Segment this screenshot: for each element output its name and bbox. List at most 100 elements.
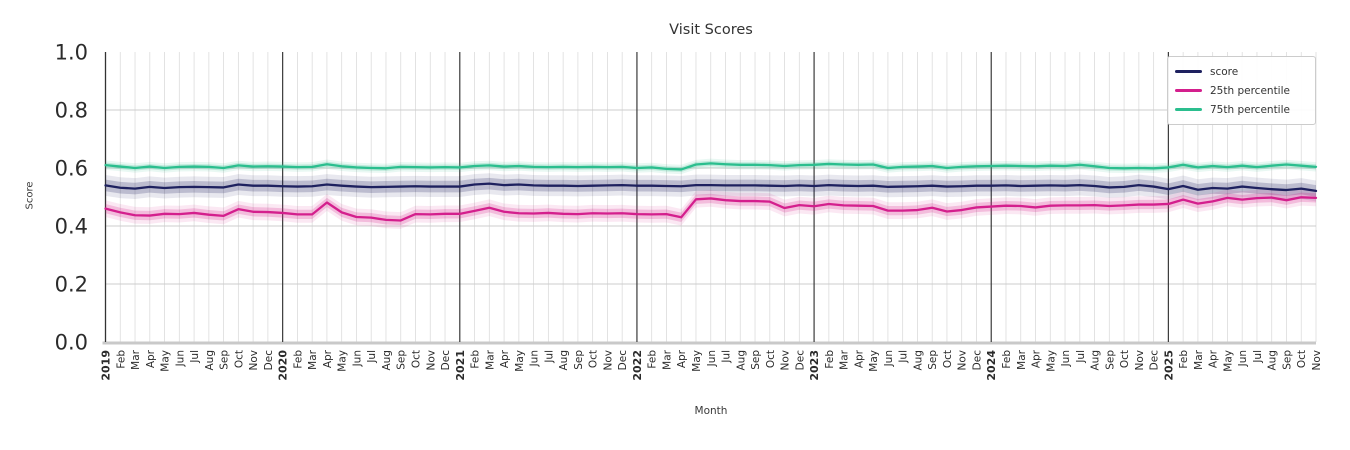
x-tick-label: Feb <box>824 350 836 369</box>
x-tick-label: May <box>337 350 349 372</box>
x-tick-label: Jun <box>529 350 541 367</box>
x-tick-label: Apr <box>499 349 511 368</box>
x-tick-label: Jun <box>883 350 895 367</box>
x-tick-label: Aug <box>1090 350 1102 371</box>
band-75th-percentile <box>105 158 1316 175</box>
x-tick-label: Jun <box>1060 350 1072 367</box>
x-tick-label: Mar <box>661 349 673 369</box>
x-tick-label: Oct <box>765 350 777 368</box>
band-25th-percentile <box>105 188 1316 229</box>
x-tick-label: Aug <box>204 350 216 371</box>
x-tick-label: Oct <box>588 350 600 368</box>
x-tick-label: Jul <box>543 350 555 364</box>
chart-title: Visit Scores <box>669 22 753 38</box>
x-tick-label: Sep <box>927 350 939 370</box>
x-tick-label-year: 2023 <box>808 350 821 381</box>
x-tick-label: Sep <box>396 350 408 370</box>
x-tick-label: Dec <box>617 350 629 371</box>
x-tick-label: Nov <box>1134 350 1146 371</box>
legend-label: 75th percentile <box>1210 103 1290 116</box>
x-tick-label: Feb <box>1001 350 1013 369</box>
x-tick-label: Dec <box>971 350 983 371</box>
x-tick-label: Apr <box>1031 349 1043 368</box>
x-tick-label: Nov <box>957 350 969 371</box>
x-tick-label: Sep <box>1104 350 1116 370</box>
x-tick-label: Oct <box>233 350 245 368</box>
x-tick-label: Mar <box>839 349 851 369</box>
x-tick-label: Jul <box>1252 350 1264 364</box>
x-tick-label: Oct <box>411 350 423 368</box>
x-tick-label: Mar <box>1193 349 1205 369</box>
x-tick-label: Dec <box>263 350 275 371</box>
x-tick-label: Aug <box>381 350 393 371</box>
y-tick-label: 0.0 <box>55 331 88 355</box>
y-tick-label: 1.0 <box>55 41 88 65</box>
x-tick-label: Apr <box>1208 349 1220 368</box>
x-tick-label: May <box>1222 350 1234 372</box>
x-tick-label: Mar <box>130 349 142 369</box>
x-tick-label: Jun <box>351 350 363 367</box>
x-tick-label: Apr <box>322 349 334 368</box>
x-tick-label: Jul <box>1075 350 1087 364</box>
legend: score 25th percentile 75th percentile <box>1167 56 1316 125</box>
x-tick-label: Nov <box>425 350 437 371</box>
x-tick-label: Feb <box>1178 350 1190 369</box>
x-tick-label-year: 2024 <box>985 350 998 381</box>
x-tick-label: Aug <box>735 350 747 371</box>
band-score <box>105 173 1316 202</box>
x-tick-label-year: 2022 <box>631 350 644 381</box>
x-tick-label-year: 2021 <box>454 350 467 381</box>
x-tick-label: Oct <box>1296 350 1308 368</box>
legend-item-25th-percentile: 25th percentile <box>1175 81 1309 100</box>
x-tick-label-year: 2025 <box>1162 350 1175 381</box>
x-tick-label: Nov <box>780 350 792 371</box>
legend-label: 25th percentile <box>1210 84 1290 97</box>
x-tick-label: Nov <box>248 350 260 371</box>
legend-swatch-icon <box>1175 89 1202 92</box>
x-tick-label: Dec <box>794 350 806 371</box>
x-tick-label: Sep <box>573 350 585 370</box>
y-tick-label: 0.4 <box>55 215 88 239</box>
x-tick-label: May <box>1045 350 1057 372</box>
series-line-75th-percentile <box>104 162 1318 171</box>
x-tick-label: Oct <box>942 350 954 368</box>
x-tick-label: May <box>160 350 172 372</box>
x-tick-label: May <box>868 350 880 372</box>
x-tick-label: Mar <box>307 349 319 369</box>
x-tick-label: Feb <box>292 350 304 369</box>
x-tick-label: Mar <box>484 349 496 369</box>
x-tick-label: Nov <box>1311 350 1323 371</box>
y-tick-label: 0.2 <box>55 273 88 297</box>
x-tick-label: Apr <box>145 349 157 368</box>
x-tick-label: Jul <box>898 350 910 364</box>
x-tick-label: Jun <box>174 350 186 367</box>
y-tick-label: 0.6 <box>55 157 88 181</box>
series-line-score <box>104 182 1318 193</box>
x-tick-label: Jun <box>706 350 718 367</box>
legend-item-score: score <box>1175 62 1309 81</box>
x-tick-label-year: 2020 <box>277 350 290 381</box>
band-75th-percentile <box>105 160 1316 173</box>
x-tick-label: Feb <box>470 350 482 369</box>
legend-label: score <box>1210 65 1239 78</box>
legend-swatch-icon <box>1175 108 1202 111</box>
x-tick-label: Aug <box>558 350 570 371</box>
x-tick-label: Jul <box>189 350 201 364</box>
x-tick-label: Feb <box>647 350 659 369</box>
x-tick-label: Aug <box>1267 350 1279 371</box>
x-tick-label: Nov <box>602 350 614 371</box>
x-tick-label: Apr <box>853 349 865 368</box>
x-tick-label: Aug <box>912 350 924 371</box>
series-line-25th-percentile <box>104 196 1318 222</box>
band-score <box>105 177 1316 197</box>
x-tick-label: Mar <box>1016 349 1028 369</box>
x-tick-label: Dec <box>440 350 452 371</box>
x-tick-label: May <box>514 350 526 372</box>
x-tick-label: Oct <box>1119 350 1131 368</box>
x-tick-label: Sep <box>750 350 762 370</box>
x-tick-label: Feb <box>115 350 127 369</box>
x-tick-label: Sep <box>219 350 231 370</box>
legend-item-75th-percentile: 75th percentile <box>1175 100 1309 119</box>
x-tick-label: Jul <box>366 350 378 364</box>
